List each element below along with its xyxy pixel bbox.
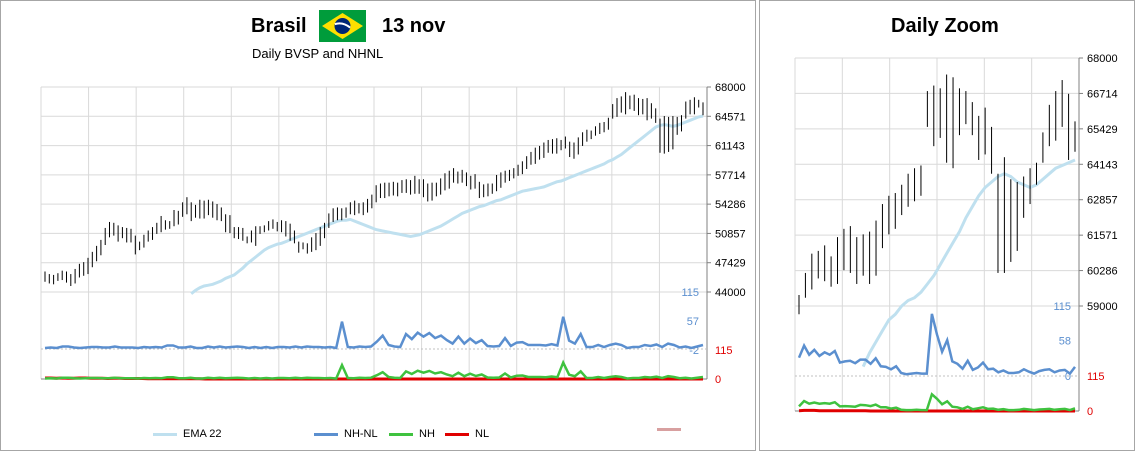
chart-subtitle: Daily BVSP and NHNL (252, 46, 384, 61)
price-axis-tick-label: 61143 (715, 141, 745, 153)
nh-line (798, 392, 1076, 412)
legend-item-ema: EMA 22 (153, 428, 222, 440)
breadth-axis-bottom-tick-label: 0 (715, 374, 721, 386)
price-axis-tick-label: 68000 (715, 82, 746, 94)
price-axis-tick-label: 64143 (1087, 159, 1118, 171)
brazil-flag-icon (319, 10, 366, 42)
nh-line (44, 359, 704, 380)
breadth-axis-top-tick-label: 115 (681, 287, 699, 299)
price-axis-tick-label: 47429 (715, 258, 746, 270)
breadth-axis-bottom-tick-label: 115 (715, 345, 733, 357)
legend-swatch-ema (153, 432, 177, 436)
breadth-axis-top-tick-label: 58 (1059, 336, 1071, 348)
price-axis-tick-label: 64571 (715, 111, 746, 123)
breadth-axis-bottom-tick-label: 115 (1087, 371, 1105, 383)
price-axis-tick-label: 50857 (715, 228, 746, 240)
breadth-axis-top-tick-label: 115 (1053, 301, 1071, 313)
price-axis-tick-label: 59000 (1087, 301, 1118, 313)
legend-swatch-zero-line (657, 428, 681, 431)
chart-title-market: Brasil (251, 15, 307, 37)
price-axis-tick-label: 60286 (1087, 266, 1118, 278)
nhnl-line (797, 313, 1076, 376)
zoom-chart-panel: Daily Zoom 68000 66714 65429 64143 62857 6157… (759, 0, 1135, 451)
nl-line (798, 408, 1075, 413)
legend-item-nl: NL (445, 428, 489, 440)
zoom-chart-svg: 68000 66714 65429 64143 62857 61571 60286 59000… (794, 53, 1118, 418)
price-axis-tick-label: 68000 (1087, 53, 1118, 65)
legend-label-nhnl: NH-NL (344, 428, 378, 440)
price-axis-tick-label: 62857 (1087, 195, 1118, 207)
legend-label-ema: EMA 22 (183, 428, 222, 440)
breadth-axis-top-tick-label: 57 (687, 316, 699, 328)
legend-label-nh: NH (419, 428, 435, 440)
ema-22-line (861, 158, 1076, 368)
legend-item-zero-line (657, 428, 687, 431)
nhnl-line (44, 316, 704, 350)
breadth-axis-top-tick-label: -2 (689, 345, 699, 357)
breadth-axis-top-tick-label: 0 (1065, 371, 1071, 383)
legend-swatch-nl (445, 432, 469, 436)
price-axis-tick-label: 66714 (1087, 88, 1118, 100)
legend-swatch-nhnl (314, 432, 338, 436)
legend-item-nhnl: NH-NL (314, 428, 378, 440)
main-chart-panel: Brasil 13 nov Daily BVSP and NHNL 68000 6… (0, 0, 756, 451)
price-axis-tick-label: 57714 (715, 170, 746, 182)
legend-item-nh: NH (389, 428, 435, 440)
price-axis-tick-label: 54286 (715, 199, 746, 211)
zoom-chart-title: Daily Zoom (891, 15, 999, 37)
breadth-axis-bottom-tick-label: 0 (1087, 406, 1093, 418)
price-axis-tick-label: 61571 (1087, 230, 1118, 242)
ema-22-line (190, 114, 704, 295)
legend-swatch-nh (389, 432, 413, 436)
price-axis-tick-label: 44000 (715, 287, 746, 299)
main-chart-svg: 68000 64571 61143 57714 54286 50857 47429 44000… (40, 82, 746, 386)
price-axis-tick-label: 65429 (1087, 124, 1118, 136)
legend-label-nl: NL (475, 428, 490, 440)
chart-title-date: 13 nov (382, 15, 446, 37)
